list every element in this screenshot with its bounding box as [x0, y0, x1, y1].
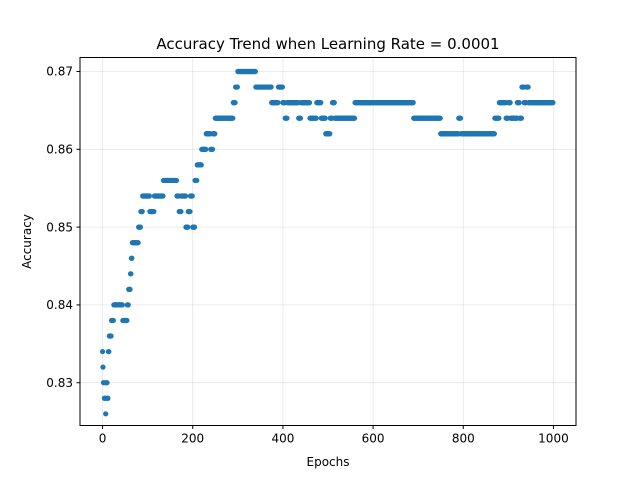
data-point — [99, 348, 106, 355]
data-point — [491, 131, 497, 137]
x-tick-label: 800 — [452, 432, 475, 446]
data-point — [279, 84, 286, 90]
data-point — [187, 208, 193, 215]
ticks-layer: 0 200 400 600 800 1000 0.83 0.84 0.85 0.86 0.87 — [46, 65, 568, 446]
x-tick-label: 200 — [181, 432, 204, 446]
data-point — [135, 240, 141, 246]
data-point — [191, 224, 198, 230]
data-point — [139, 208, 145, 215]
data-point — [306, 100, 313, 106]
y-axis-label: Accuracy — [20, 214, 34, 269]
data-point — [178, 208, 184, 215]
data-point — [173, 177, 180, 184]
x-tick-label: 400 — [271, 432, 294, 446]
y-tick-label: 0.87 — [46, 65, 73, 79]
data-point — [331, 100, 337, 106]
data-point — [203, 146, 209, 152]
data-point — [322, 115, 328, 121]
data-point — [268, 84, 274, 90]
data-point — [100, 364, 106, 370]
y-tick-label: 0.84 — [46, 298, 73, 312]
data-point — [327, 131, 333, 137]
data-point — [160, 193, 166, 199]
data-point — [212, 131, 218, 137]
x-tick-label: 600 — [362, 432, 385, 446]
data-point — [457, 115, 464, 121]
y-tick-label: 0.85 — [46, 220, 73, 234]
data-point — [105, 395, 111, 401]
data-point — [437, 115, 443, 121]
data-point — [232, 100, 238, 106]
data-point — [496, 115, 502, 121]
data-point — [516, 100, 522, 106]
data-point — [146, 193, 153, 199]
y-tick-label: 0.86 — [46, 143, 73, 157]
data-point — [275, 100, 281, 106]
data-points — [99, 68, 556, 417]
data-point — [525, 84, 531, 90]
data-point — [318, 100, 324, 106]
data-point — [550, 100, 556, 106]
data-point — [297, 115, 304, 121]
x-axis-label: Epochs — [307, 455, 350, 469]
data-point — [209, 146, 216, 152]
data-point — [128, 271, 134, 277]
data-point — [119, 302, 125, 308]
data-point — [151, 208, 157, 215]
data-point — [507, 100, 513, 106]
data-point — [110, 317, 116, 324]
data-point — [313, 115, 319, 121]
x-tick-label: 0 — [99, 432, 107, 446]
data-point — [252, 68, 258, 75]
data-point — [185, 224, 191, 230]
data-point — [106, 348, 112, 355]
data-point — [129, 255, 135, 261]
x-tick-label: 1000 — [538, 432, 569, 446]
data-point — [410, 100, 416, 106]
data-point — [137, 224, 144, 230]
data-point — [108, 333, 114, 339]
data-point — [284, 115, 290, 121]
data-point — [518, 115, 525, 121]
grid-layer — [80, 57, 576, 426]
data-point — [230, 115, 236, 121]
chart-title: Accuracy Trend when Learning Rate = 0.00… — [156, 35, 499, 53]
plot-area-frame — [79, 57, 577, 426]
data-point — [194, 177, 200, 184]
data-point — [234, 84, 240, 90]
data-point — [127, 286, 133, 292]
data-point — [125, 302, 131, 308]
y-tick-label: 0.83 — [46, 376, 73, 390]
data-point — [103, 411, 109, 417]
data-point — [352, 115, 358, 121]
data-point — [104, 380, 110, 386]
data-point — [189, 193, 195, 199]
data-point — [124, 317, 130, 324]
data-point — [198, 162, 204, 168]
data-point — [182, 193, 189, 199]
